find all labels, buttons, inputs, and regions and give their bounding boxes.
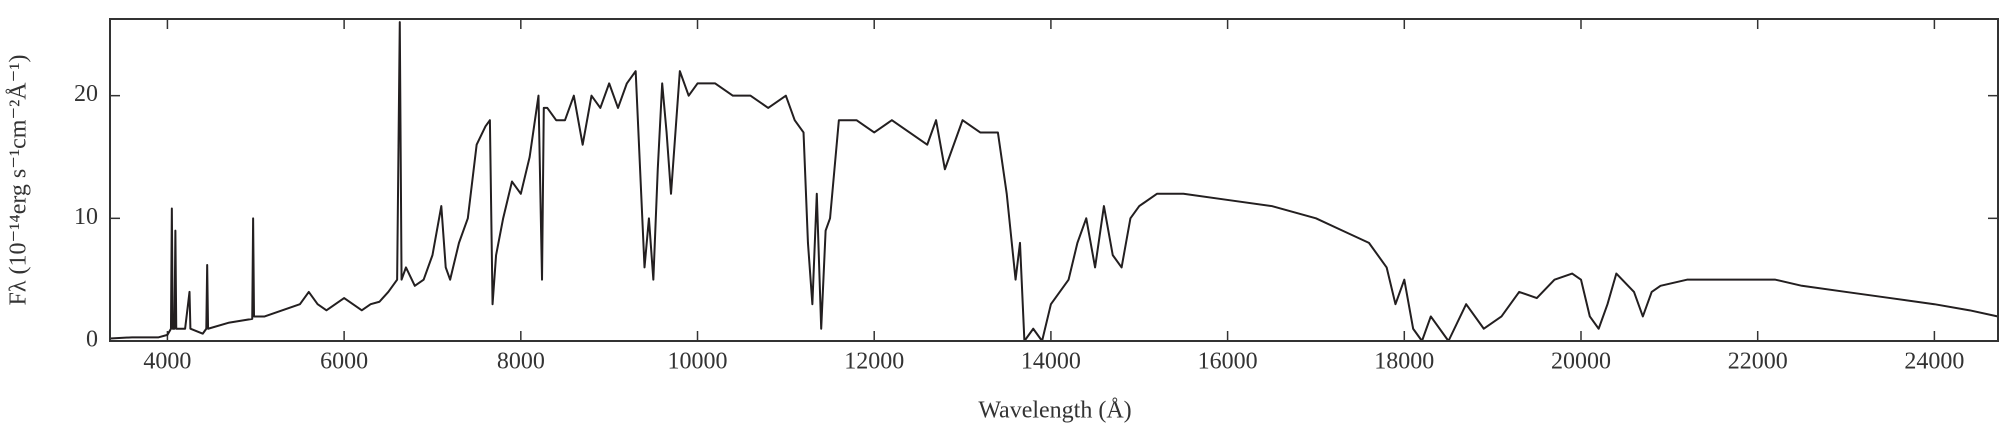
x-tick-label: 6000	[320, 349, 368, 375]
x-tick-label: 18000	[1374, 349, 1434, 375]
x-axis-label: Wavelength (Å)	[978, 398, 1131, 424]
x-tick-label: 12000	[844, 349, 904, 375]
x-tick-label: 14000	[1021, 349, 1081, 375]
x-tick-label: 16000	[1198, 349, 1258, 375]
x-tick-label: 24000	[1904, 349, 1964, 375]
plot-frame	[109, 18, 1999, 342]
x-tick-label: 22000	[1728, 349, 1788, 375]
y-tick-label: 0	[86, 327, 98, 353]
y-tick-label: 20	[74, 81, 98, 107]
x-tick-label: 4000	[143, 349, 191, 375]
y-tick-label: 10	[74, 204, 98, 230]
x-tick-label: 10000	[668, 349, 728, 375]
y-axis-label: Fλ (10⁻¹⁴erg s⁻¹cm⁻²Å⁻¹)	[6, 55, 32, 306]
x-tick-label: 20000	[1551, 349, 1611, 375]
spectrum-line	[109, 21, 1999, 342]
x-tick-label: 8000	[497, 349, 545, 375]
